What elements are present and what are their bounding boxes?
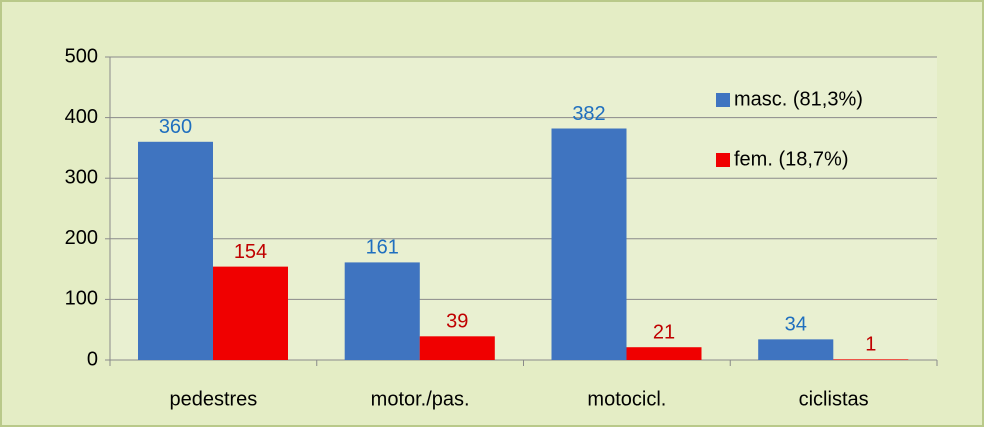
bar-shade <box>833 359 909 360</box>
data-label: 360 <box>159 116 192 138</box>
bar-shade <box>758 339 834 360</box>
data-label: 1 <box>865 334 876 356</box>
bar-shade <box>551 128 627 360</box>
data-label: 154 <box>234 241 267 263</box>
x-tick-label: pedestres <box>169 388 257 410</box>
y-tick-label: 400 <box>65 106 98 128</box>
x-tick-label: motor./pas. <box>371 388 470 410</box>
legend-label: fem. (18,7%) <box>734 148 848 170</box>
data-label: 34 <box>785 314 807 336</box>
bar-shade <box>626 347 702 360</box>
bar-shade <box>213 266 288 360</box>
data-label: 161 <box>366 237 399 259</box>
y-tick-label: 300 <box>65 166 98 188</box>
data-label: 21 <box>653 322 675 344</box>
legend-swatch <box>716 153 730 167</box>
x-tick-label: ciclistas <box>799 388 869 410</box>
y-tick-label: 100 <box>65 288 98 310</box>
bar-shade <box>419 336 495 360</box>
data-label: 39 <box>446 311 468 333</box>
x-tick-label: motocicl. <box>587 388 666 410</box>
bar-shade <box>344 262 420 360</box>
legend-swatch <box>716 93 730 107</box>
legend-label: masc. (81,3%) <box>734 88 863 110</box>
data-label: 382 <box>572 103 605 125</box>
y-tick-label: 200 <box>65 227 98 249</box>
y-tick-label: 0 <box>87 348 98 370</box>
bar-shade <box>138 141 213 360</box>
y-tick-label: 500 <box>65 45 98 67</box>
